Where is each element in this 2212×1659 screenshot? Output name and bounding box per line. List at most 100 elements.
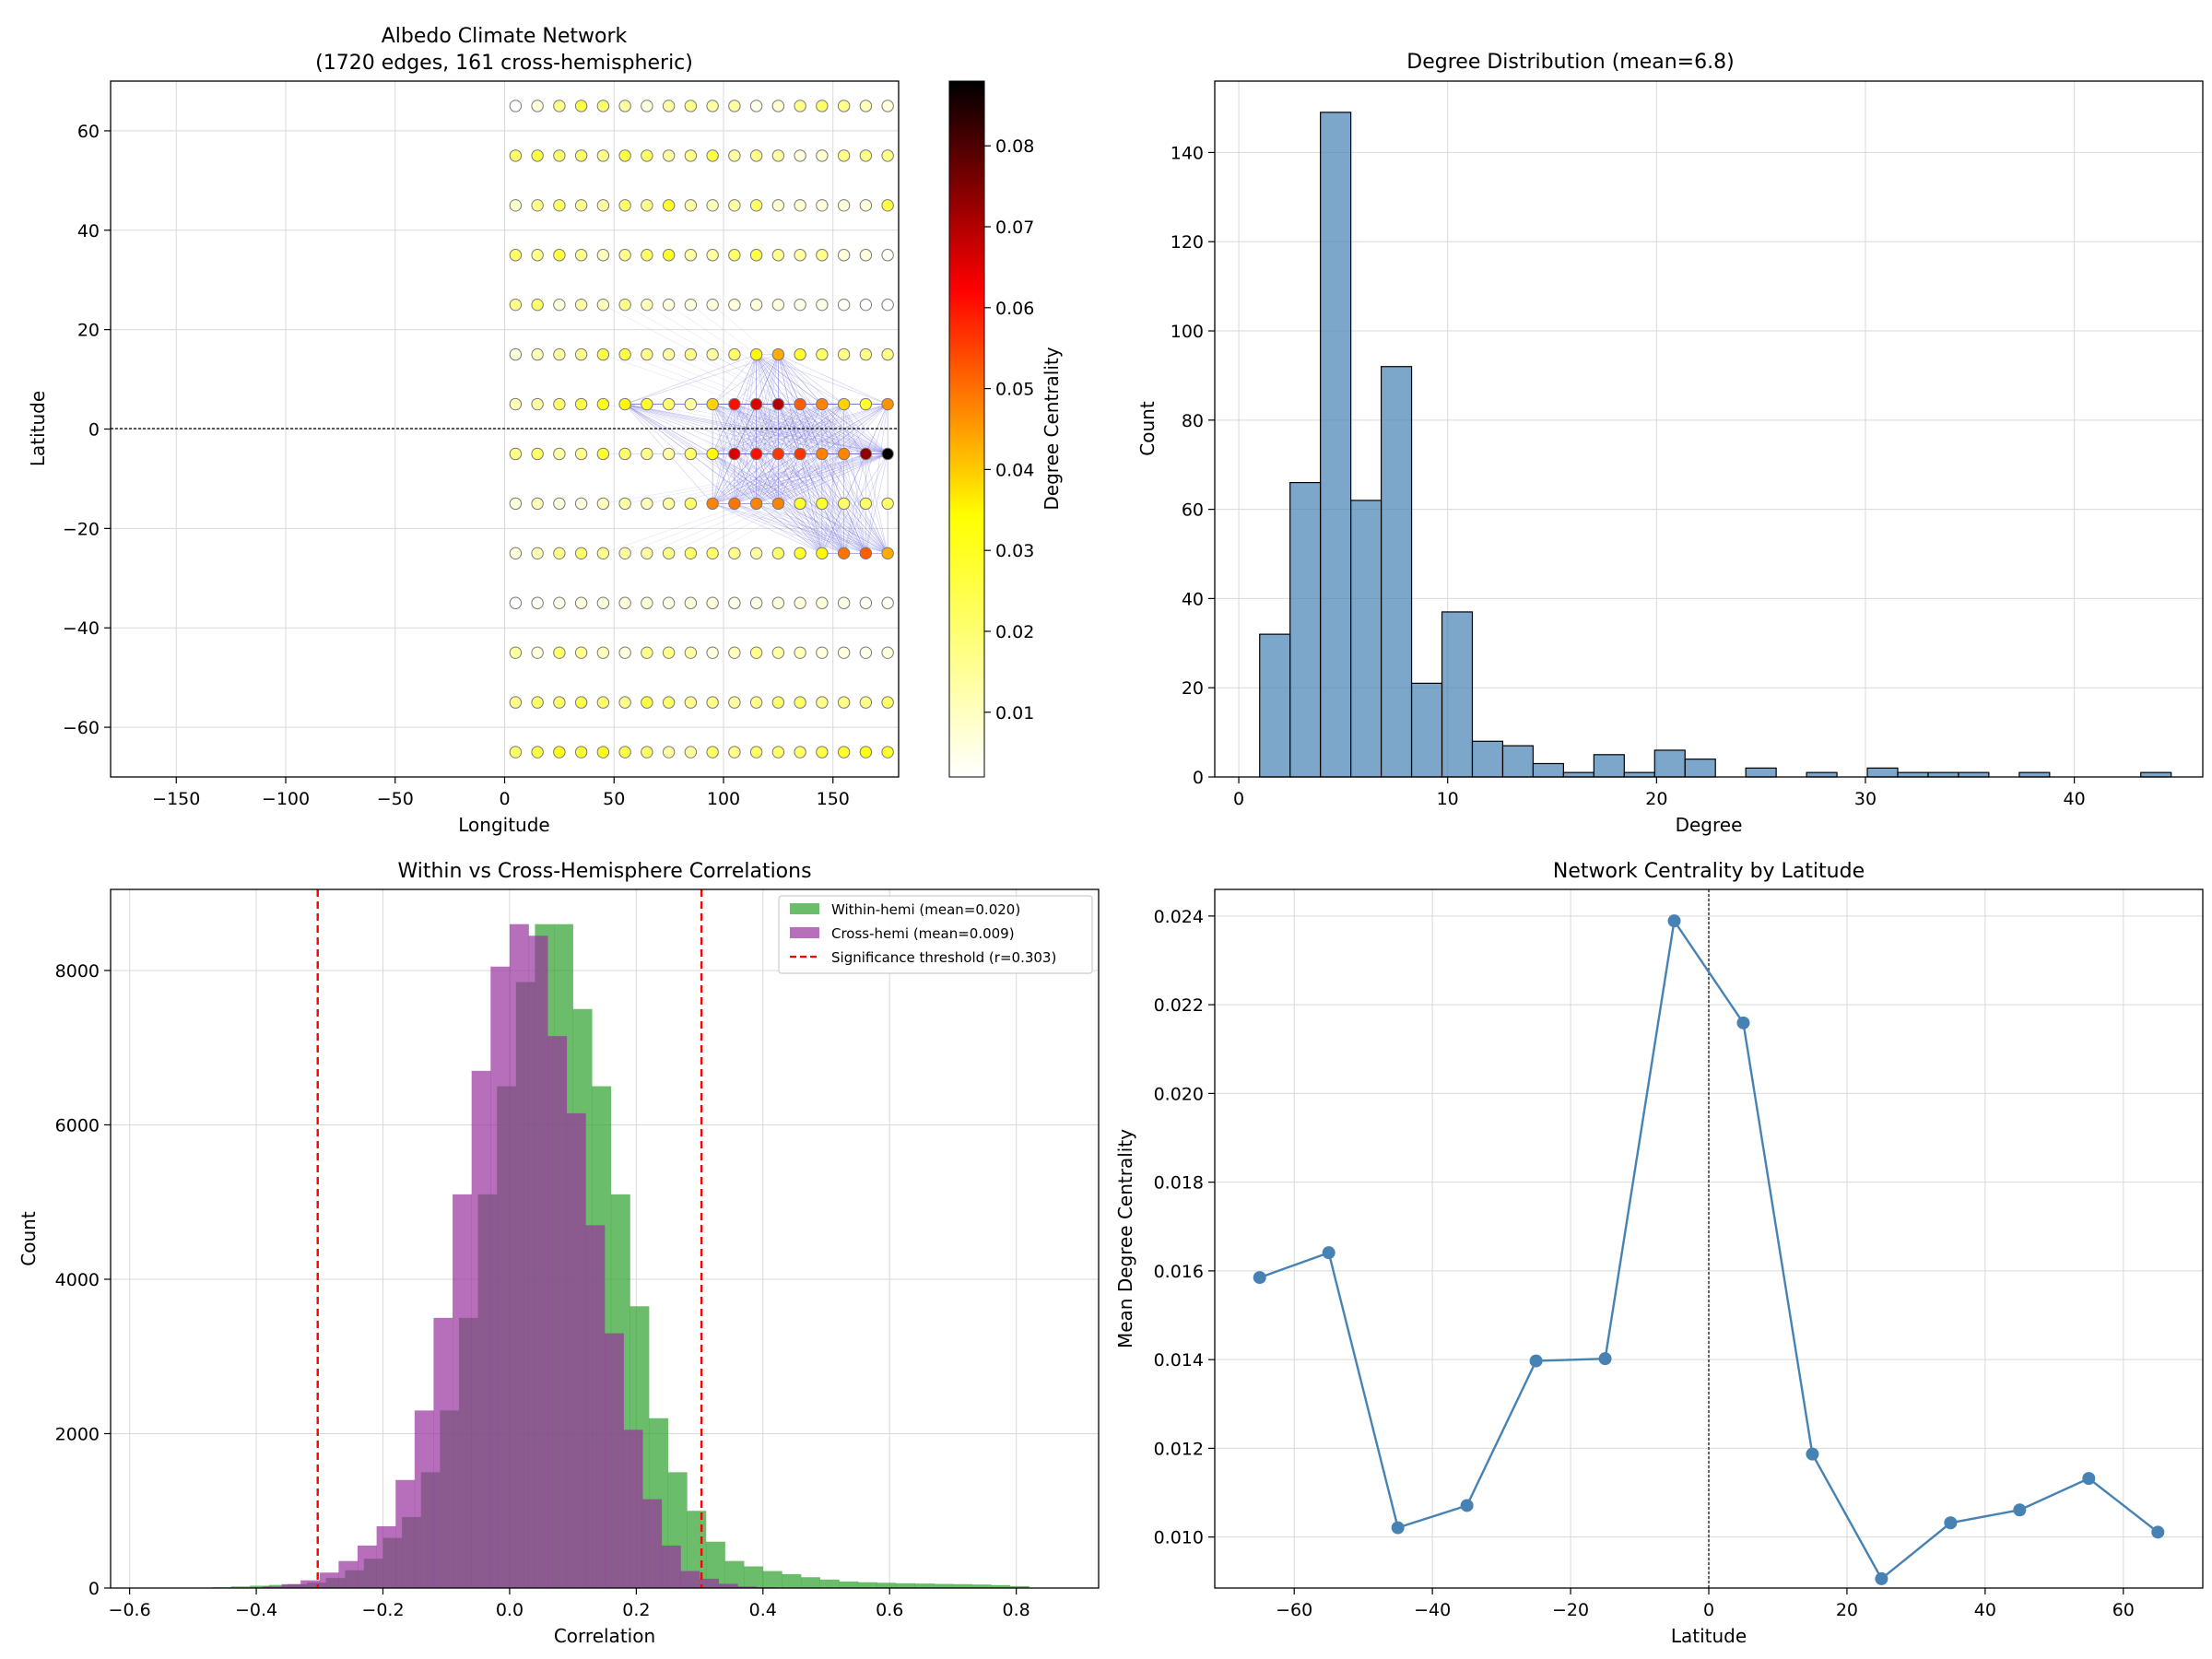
network-node: [859, 746, 873, 759]
network-node: [618, 347, 631, 361]
correlation-histogram-x-label: Correlation: [554, 1625, 655, 1647]
network-edge: [778, 404, 888, 504]
network-edge: [778, 354, 801, 405]
x-tick-label: 50: [603, 789, 625, 809]
network-edge: [756, 453, 823, 554]
network-node: [596, 249, 610, 262]
network-node: [881, 149, 894, 162]
network-edge: [734, 404, 888, 504]
x-tick-label: 0: [499, 789, 510, 809]
y-tick-label: 120: [1171, 232, 1204, 253]
centrality-line: [1259, 918, 2159, 1581]
network-edge: [734, 503, 866, 554]
network-edge: [712, 453, 757, 504]
network-edge: [865, 453, 888, 554]
network-edge: [756, 354, 779, 454]
network-edge: [778, 404, 823, 454]
network-node: [837, 397, 851, 411]
within-hemi-bar: [991, 1584, 1011, 1588]
y-tick-label: −60: [63, 718, 100, 738]
network-node: [837, 497, 851, 511]
network-node: [509, 646, 523, 659]
network-edge: [712, 453, 866, 504]
y-tick-label: 4000: [55, 1270, 100, 1290]
network-edge: [712, 404, 888, 554]
network-node: [881, 347, 894, 361]
network-node: [859, 149, 873, 162]
within-hemi-bar: [724, 1560, 745, 1588]
colorbar-tick-label: 0.08: [995, 136, 1034, 157]
network-node: [816, 646, 829, 659]
network-node: [684, 696, 698, 709]
degree-histogram-bar: [1653, 749, 1686, 778]
network-edge: [712, 404, 779, 454]
network-map-x-ticks: −150 −100 −50 0 50 100 150: [152, 777, 850, 809]
centrality-point: [2013, 1503, 2027, 1517]
y-tick-label: 0: [88, 420, 100, 441]
network-node: [618, 447, 631, 461]
y-tick-label: 0.010: [1154, 1528, 1204, 1548]
network-node: [662, 298, 676, 312]
network-edge: [668, 453, 888, 504]
network-edge: [778, 503, 866, 554]
network-edge: [734, 404, 866, 454]
network-node: [771, 547, 785, 560]
network-edge: [712, 453, 779, 504]
network-node: [596, 746, 610, 759]
network-edge: [712, 453, 779, 504]
colorbar-ticks: 0.01 0.02 0.03 0.04 0.05 0.06 0.07 0.08: [984, 136, 1034, 724]
cross-hemi-bar: [471, 1070, 491, 1588]
network-node: [684, 497, 698, 511]
cross-hemi-bar: [642, 1499, 663, 1588]
within-hemi-bar: [230, 1586, 251, 1588]
degree-distribution-x-ticks: 0 10 20 30 40: [1233, 777, 2086, 809]
cross-hemi-bar: [262, 1586, 282, 1588]
cross-hemi-bar: [605, 1333, 624, 1588]
cross-hemi-bar: [281, 1583, 301, 1588]
network-edge: [646, 453, 888, 554]
network-node: [771, 497, 785, 511]
network-node: [574, 298, 588, 312]
x-tick-label: −0.4: [235, 1600, 277, 1620]
legend-swatch-cross: [790, 927, 819, 938]
degree-histogram-bar: [2140, 771, 2172, 778]
network-node: [816, 497, 829, 511]
degree-histogram-bar: [1410, 682, 1443, 778]
network-node: [706, 249, 719, 262]
x-tick-label: −0.2: [361, 1600, 404, 1620]
network-node: [553, 696, 566, 709]
correlation-histogram-panel: Within vs Cross-Hemisphere Correlations …: [18, 860, 1100, 1647]
network-edge: [778, 503, 888, 554]
network-node: [794, 149, 806, 162]
y-tick-label: 0.022: [1154, 995, 1204, 1016]
network-node: [641, 497, 653, 511]
network-edge: [712, 453, 735, 504]
network-edge: [778, 404, 823, 454]
degree-histogram-bar: [1806, 771, 1838, 778]
within-hemi-bar: [896, 1583, 916, 1588]
network-node: [881, 547, 894, 560]
colorbar-tick-label: 0.07: [995, 218, 1034, 238]
network-edge: [734, 453, 757, 504]
network-node: [816, 298, 829, 312]
network-node: [553, 249, 566, 262]
cross-hemi-bar: [623, 1430, 643, 1588]
network-edge: [712, 404, 888, 454]
network-node: [531, 249, 544, 262]
network-map-panel: Albedo Climate Network (1720 edges, 161 …: [27, 25, 1063, 836]
centrality-latitude-y-ticks: 0.010 0.012 0.014 0.016 0.018 0.020 0.022 0.024: [1154, 907, 1215, 1548]
network-edge: [712, 453, 823, 554]
network-edge: [646, 453, 888, 504]
within-hemi-bar: [744, 1566, 764, 1588]
cross-hemi-bar: [453, 1194, 472, 1588]
network-edge: [712, 453, 735, 504]
network-node: [641, 249, 653, 262]
network-node: [706, 199, 719, 212]
network-edge: [843, 404, 888, 454]
centrality-latitude-panel: Network Centrality by Latitude −60 −40 −20…: [1114, 860, 2204, 1647]
network-edge: [668, 304, 888, 454]
network-edge: [756, 354, 779, 454]
network-node: [574, 149, 588, 162]
colorbar-label: Degree Centrality: [1041, 347, 1063, 510]
network-node: [859, 249, 873, 262]
